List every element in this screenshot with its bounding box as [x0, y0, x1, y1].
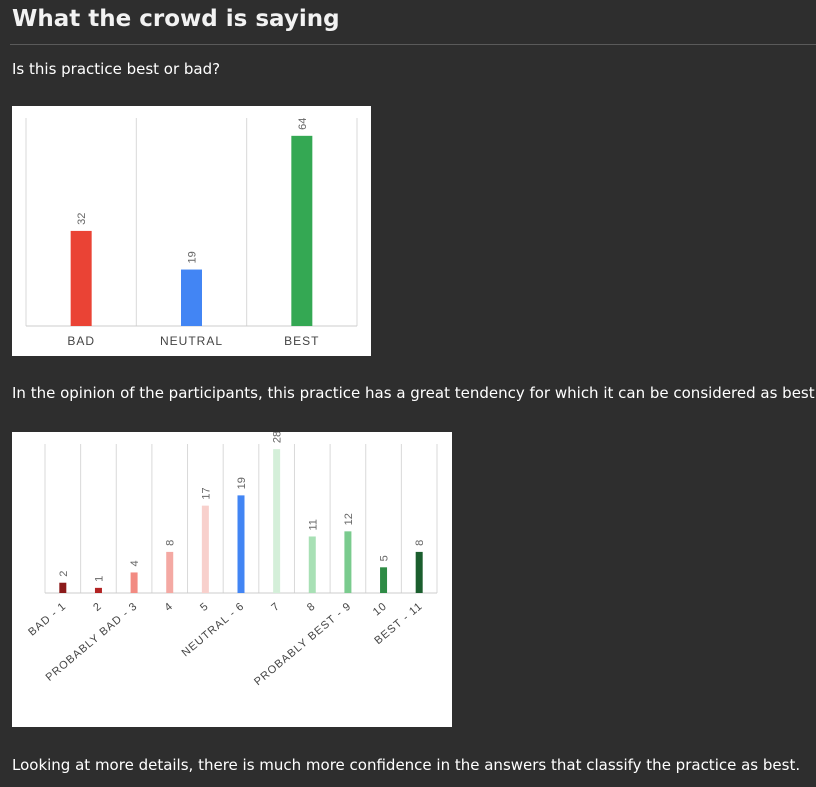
tick-label: 10	[371, 600, 390, 618]
data-label: 12	[343, 513, 355, 525]
tick-label: BEST	[284, 334, 319, 348]
title-divider	[10, 44, 816, 45]
bar-10	[380, 567, 388, 593]
tick-label: 4	[162, 600, 175, 614]
bar-5	[201, 505, 209, 593]
bar-2	[181, 269, 202, 326]
summary-text-1: In the opinion of the participants, this…	[12, 384, 816, 402]
data-label: 32	[76, 213, 88, 225]
data-label: 4	[129, 560, 141, 566]
bar-6	[237, 495, 245, 593]
bar-1	[59, 582, 67, 593]
summary-bar-chart: 32 BAD 19 NEUTRAL 64 BEST	[12, 106, 371, 356]
summary-text-2: Looking at more details, there is much m…	[12, 756, 801, 774]
tick-label: 2	[91, 600, 104, 614]
tick-label: 5	[198, 600, 211, 614]
tick-label: NEUTRAL - 6	[180, 600, 247, 659]
tick-label: 7	[269, 600, 282, 614]
data-label: 8	[414, 540, 426, 546]
data-label: 11	[307, 519, 319, 530]
bar-3	[291, 135, 313, 326]
bar-9	[344, 531, 352, 593]
bar-2	[94, 587, 102, 593]
bar-1	[70, 230, 92, 326]
summary-chart-svg: 32 BAD 19 NEUTRAL 64 BEST	[25, 118, 358, 348]
bar-7	[273, 449, 281, 593]
question-text: Is this practice best or bad?	[12, 60, 221, 78]
tick-label: BAD	[67, 334, 95, 348]
bar-4	[166, 551, 174, 593]
page-title: What the crowd is saying	[12, 6, 340, 32]
tick-label: 8	[305, 600, 318, 614]
data-label: 8	[165, 540, 177, 546]
tick-label: NEUTRAL	[160, 334, 223, 348]
tick-label: PROBABLY BEST - 9	[252, 600, 354, 688]
data-label: 2	[58, 571, 70, 577]
bar-11	[415, 551, 423, 593]
data-label: 17	[200, 487, 212, 499]
data-label: 64	[297, 118, 309, 130]
bar-3	[130, 572, 138, 593]
tick-label: BAD - 1	[26, 600, 69, 638]
detail-bar-chart: 2 BAD - 1 1 2 4 PROBABLY BAD - 3 8 4 17 5 19 NEUTRA…	[12, 431, 452, 727]
data-label: 5	[379, 555, 391, 561]
data-label: 19	[187, 251, 199, 263]
data-label: 28	[272, 432, 284, 443]
data-label: 19	[236, 477, 248, 489]
data-label: 1	[93, 576, 105, 582]
bar-8	[308, 536, 316, 593]
